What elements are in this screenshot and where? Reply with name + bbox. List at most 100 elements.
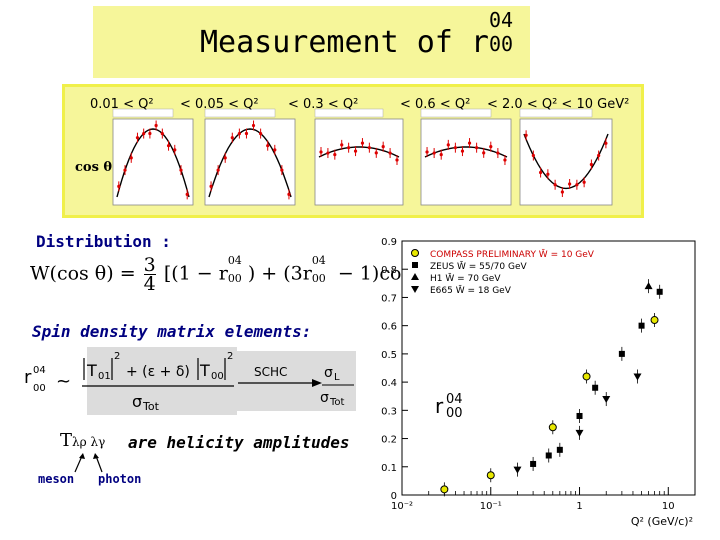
mini-data-point [237, 131, 241, 136]
x-axis-label: Q² (GeV/c)² [631, 515, 693, 528]
data-point [633, 373, 642, 381]
series-3 [644, 279, 653, 294]
data-point [486, 471, 495, 480]
legend-entry-1: COMPASS PRELIMINARY W̄ = 10 GeV [411, 248, 595, 260]
mini-data-point [374, 151, 378, 155]
data-point [644, 282, 653, 290]
y-tick-label: 0.3 [381, 406, 397, 417]
spin-t01-sub: 01 [98, 371, 111, 382]
x-tick-label: 10⁻² [391, 501, 413, 512]
spin-approx: ~ [56, 371, 71, 392]
q-bin-label-3: < 0.3 < Q² [288, 97, 359, 112]
data-point [656, 288, 663, 295]
mini-data-point [160, 131, 164, 136]
distribution-heading: Distribution : [36, 232, 171, 251]
mini-data-point [546, 172, 550, 176]
legend-label: COMPASS PRELIMINARY W̄ = 10 GeV [430, 248, 595, 260]
mini-data-point [432, 151, 436, 155]
data-point [545, 452, 552, 459]
mini-panel-frame [420, 118, 512, 206]
schc-label: SCHC [254, 365, 287, 379]
series-2 [530, 284, 663, 471]
spin-heading: Spin density matrix elements: [32, 322, 312, 341]
spin-sigma-tot: σ [132, 392, 142, 411]
y-tick-label: 0.1 [381, 463, 397, 474]
mini-data-point [496, 151, 500, 155]
mini-fit-curve [523, 133, 609, 190]
data-point [548, 423, 557, 432]
q-bin-label-1: 0.01 < Q² [90, 97, 154, 112]
mini-data-point [266, 144, 270, 148]
mini-panel-3 [314, 108, 404, 206]
spin-r: r [24, 367, 32, 388]
mini-data-point [604, 141, 608, 145]
formula-fraction: 3 4 [143, 256, 156, 294]
mini-data-point [560, 190, 564, 194]
series-1 [440, 313, 659, 497]
mini-data-point [347, 146, 351, 150]
legend-entry-3: H1 W̄ = 70 GeV [411, 272, 501, 284]
x-tick-label: 10⁻¹ [480, 501, 502, 512]
data-point [412, 262, 418, 268]
mini-panel-frame [519, 118, 613, 206]
legend-entry-4: E665 W̄ = 18 GeV [411, 284, 512, 296]
mini-panel-frame [204, 118, 296, 206]
x-tick-label: 1 [576, 501, 582, 512]
formula-lhs: W(cos θ) = [30, 262, 136, 285]
legend-label: H1 W̄ = 70 GeV [430, 272, 501, 284]
mini-panel-header [314, 108, 384, 118]
mini-data-point [482, 151, 486, 155]
mini-data-point [353, 149, 358, 153]
meson-label: meson [38, 472, 75, 486]
mini-data-point [333, 153, 337, 157]
mini-data-point [123, 168, 127, 172]
mini-data-point [589, 162, 593, 167]
spin-sigma-tot2: σ [320, 390, 329, 406]
mini-data-point [467, 141, 472, 145]
mini-data-point [575, 183, 579, 187]
formula-r2-sup: 04 [311, 253, 326, 267]
spin-plus-eps: + (ε + δ) [126, 364, 190, 380]
data-point [576, 412, 583, 419]
meson-arrow [74, 455, 83, 473]
mini-data-point [553, 183, 557, 187]
data-point [411, 273, 419, 280]
distribution-formula: W(cos θ) = 3 4 [(1 − r 04 00) + (3r 04 00 − … [30, 253, 438, 294]
mini-data-point [209, 184, 213, 188]
mini-panel-5 [519, 108, 613, 206]
mini-data-point [230, 136, 234, 140]
spin-t01-sup: 2 [114, 351, 120, 362]
data-point [411, 286, 419, 293]
q-bin-label-4: < 0.6 < Q² [400, 97, 471, 112]
helicity-sub: λρ λγ [72, 435, 106, 449]
data-point [618, 350, 625, 357]
mini-fit-curve [318, 146, 400, 158]
y-tick-label: 0.9 [381, 237, 397, 248]
r04-vs-q2-chart: 0 0.1 0.2 0.3 0.4 0.5 0.6 0.7 0.8 0.9 10⁻² 10⁻¹ 1 10 Q… [381, 237, 696, 528]
helicity-arrows [74, 453, 103, 473]
spin-box-right [234, 351, 356, 411]
mini-ylabel: cos θ [75, 160, 113, 175]
mini-data-point [446, 143, 450, 147]
series-4 [513, 369, 642, 477]
formula-r1-indices: 04 00 [228, 254, 248, 285]
mini-panel-header [204, 108, 276, 118]
mini-panel-frame [112, 118, 194, 206]
spin-formula: r 04 00 ~ T 01 2 + (ε + δ) T 00 2 σ Tot … [24, 347, 356, 415]
data-point [592, 384, 599, 391]
mini-data-point [524, 133, 528, 137]
mini-data-point [340, 143, 344, 147]
mini-data-point [319, 150, 323, 154]
mini-data-point [360, 141, 365, 145]
legend-label: E665 W̄ = 18 GeV [430, 284, 512, 296]
mini-plots-svg [112, 108, 613, 206]
photon-arrow-head [93, 453, 99, 459]
data-point [411, 249, 419, 257]
mini-data-point [582, 180, 586, 184]
mini-data-point [135, 136, 140, 140]
y-tick-label: 0.2 [381, 435, 397, 446]
q-bin-label-5: < 2.0 < Q² < 10 GeV² [487, 97, 630, 112]
mini-data-point [179, 168, 183, 172]
x-tick-label: 10 [662, 501, 675, 512]
y-tick-label: 0.6 [381, 322, 397, 333]
